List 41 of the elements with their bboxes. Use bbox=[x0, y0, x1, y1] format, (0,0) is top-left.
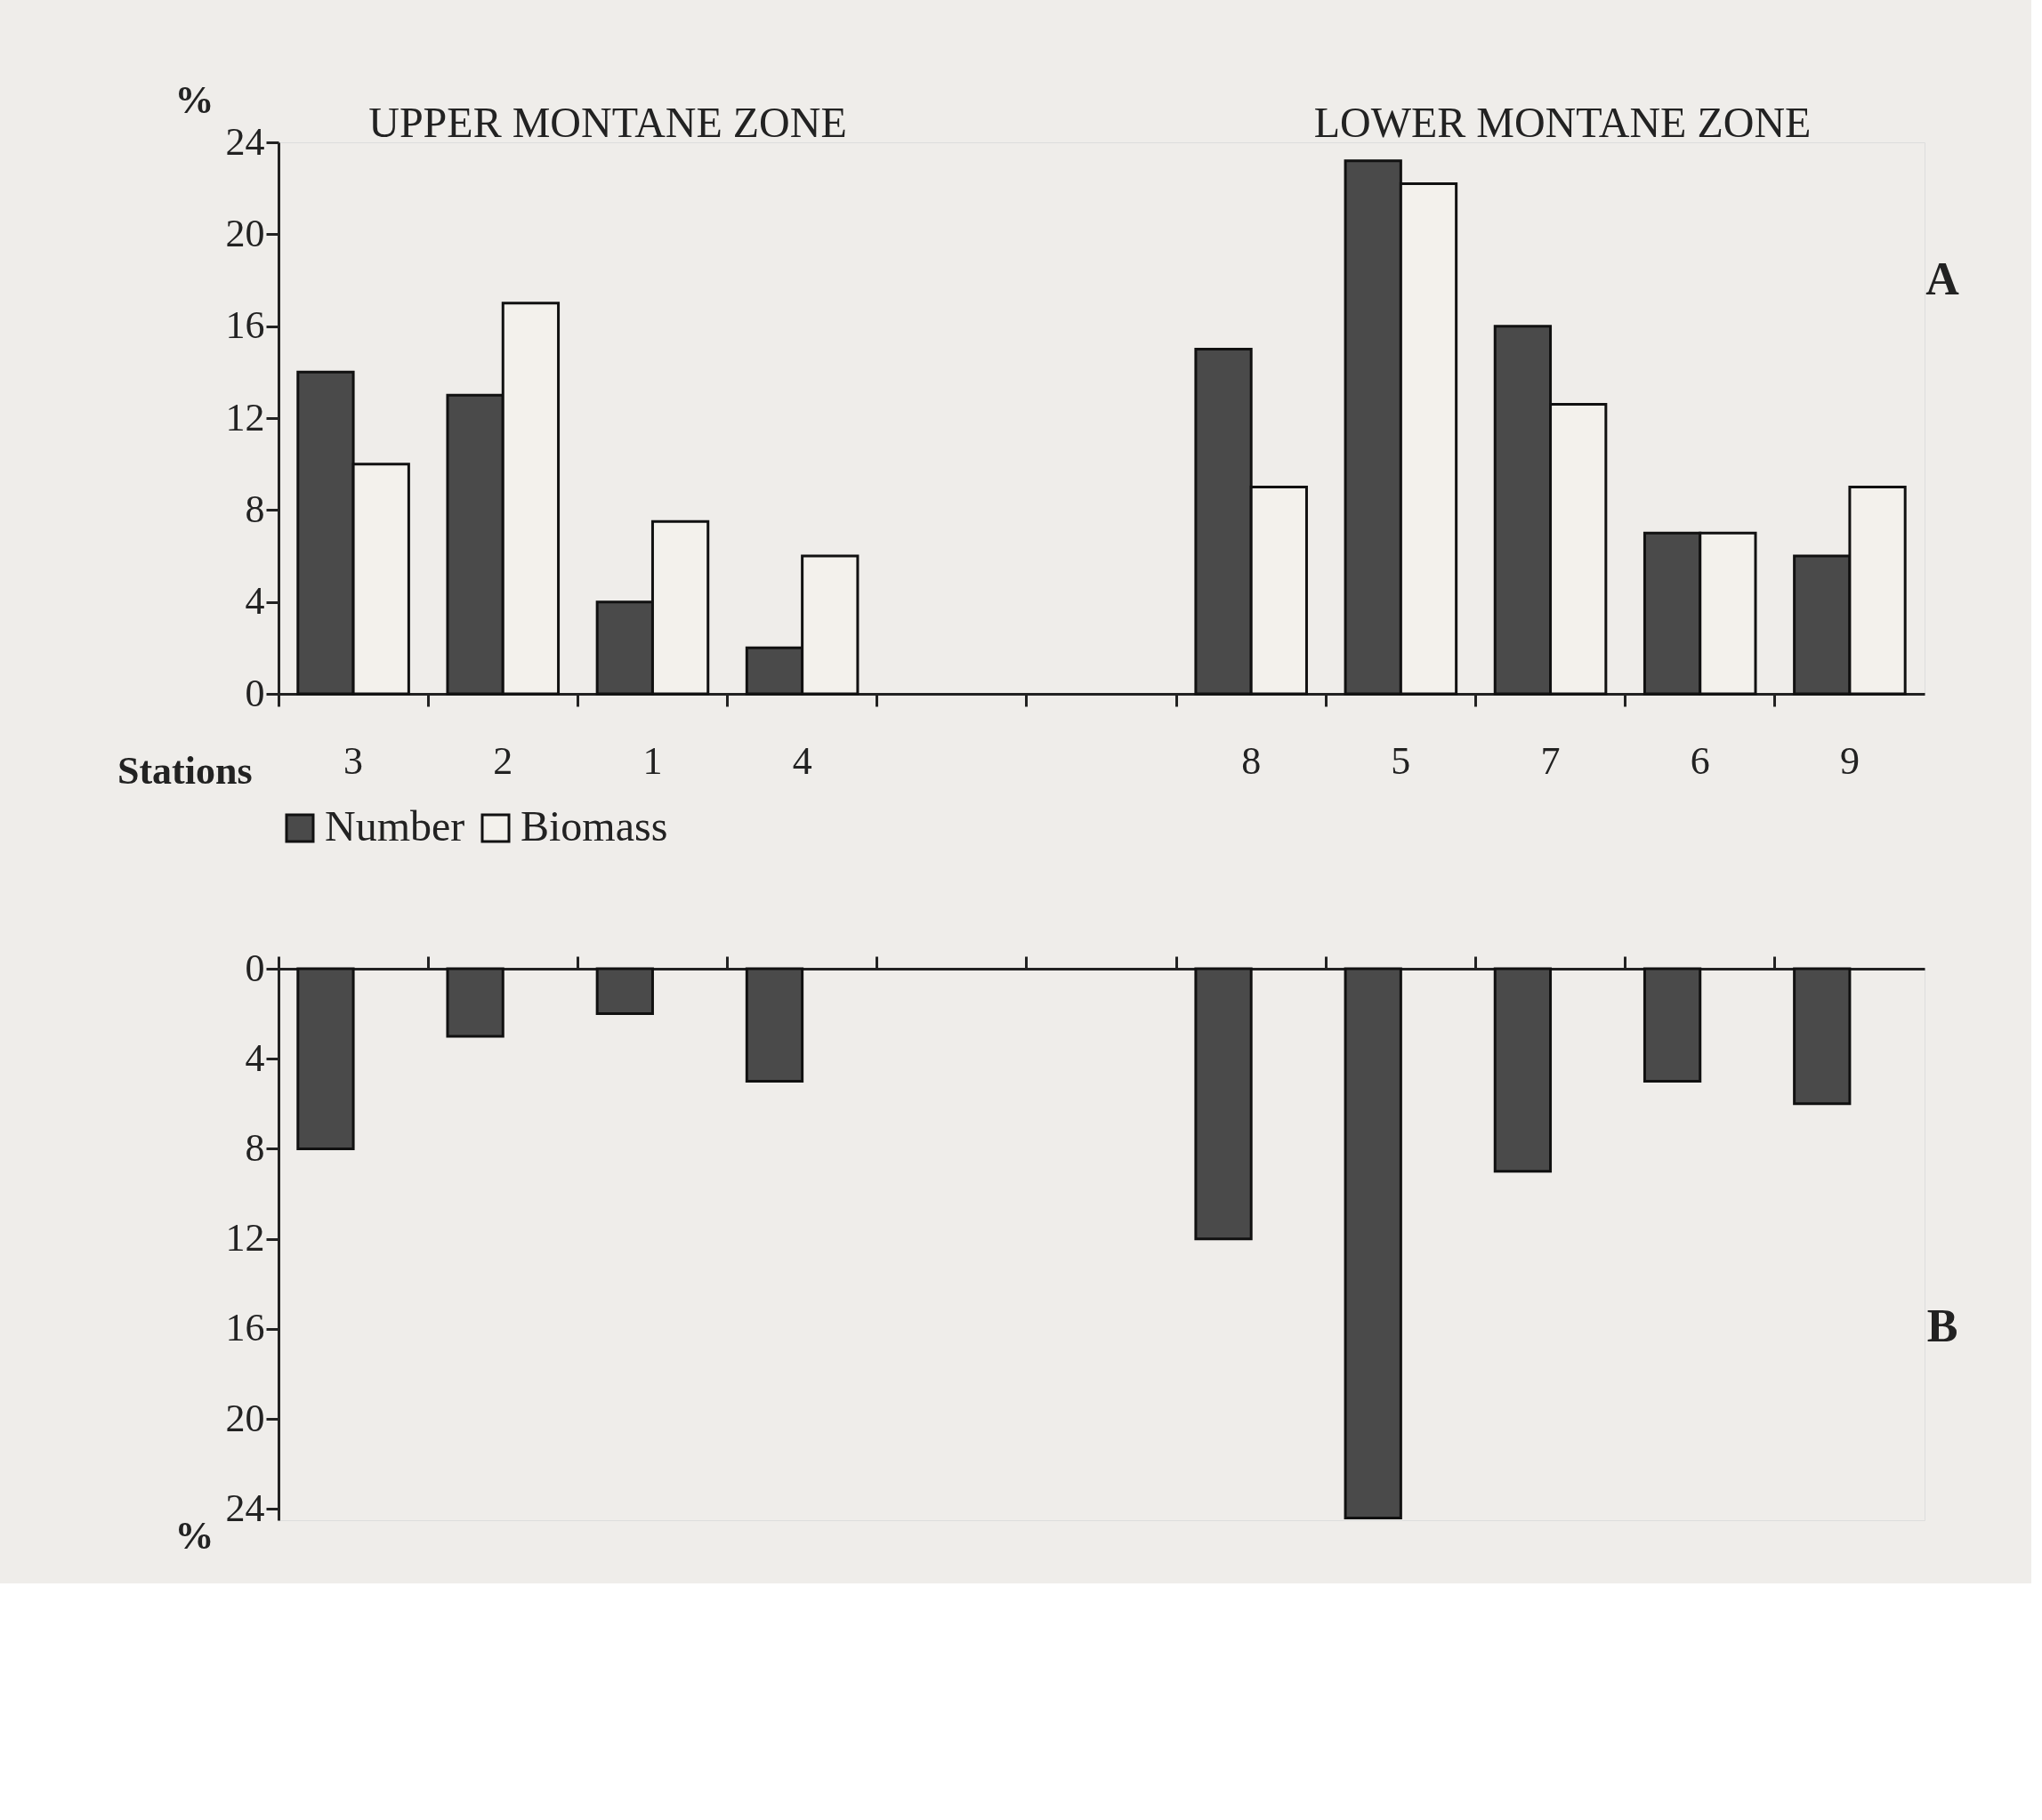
bar bbox=[1493, 967, 1553, 1173]
bar bbox=[745, 967, 804, 1083]
y-tick-label: 20 bbox=[225, 211, 265, 255]
x-tick-label: 5 bbox=[1391, 738, 1411, 783]
annotation: LOWER MONTANE ZONE bbox=[1313, 99, 1812, 146]
y-tick-label: 24 bbox=[225, 119, 265, 164]
y-tick-label: 8 bbox=[245, 1125, 265, 1170]
bar bbox=[1642, 967, 1702, 1083]
y-tick-label: 4 bbox=[245, 579, 265, 624]
x-tick-label: 9 bbox=[1839, 738, 1860, 783]
legend-label: Biomass bbox=[521, 802, 668, 850]
bar bbox=[1344, 967, 1402, 1519]
y-tick-label: 8 bbox=[245, 487, 265, 531]
y-tick-label: 0 bbox=[245, 946, 265, 990]
x-tick-label: 8 bbox=[1241, 738, 1262, 783]
legend-label: Number bbox=[325, 802, 465, 850]
y-tick-label: 24 bbox=[225, 1486, 265, 1530]
bar bbox=[1194, 967, 1253, 1241]
x-tick-label: 2 bbox=[493, 738, 513, 783]
x-tick-label: 7 bbox=[1540, 738, 1561, 783]
y-tick-label: 12 bbox=[225, 395, 265, 439]
bar bbox=[595, 967, 654, 1016]
x-tick-label: 6 bbox=[1690, 738, 1710, 783]
y-tick-label: 4 bbox=[245, 1035, 265, 1080]
y-tick-label: 20 bbox=[225, 1396, 265, 1440]
y-axis-title: % bbox=[174, 1513, 214, 1558]
y-tick-label: 16 bbox=[225, 1306, 265, 1350]
bar bbox=[446, 967, 504, 1038]
y-tick-label: 12 bbox=[225, 1216, 265, 1260]
bar bbox=[1793, 967, 1852, 1106]
y-axis-title: % bbox=[174, 77, 214, 122]
text: B bbox=[1926, 1301, 1958, 1351]
bar bbox=[296, 967, 355, 1150]
x-axis-title: Stations bbox=[117, 748, 253, 793]
annotation: UPPER MONTANE ZONE bbox=[368, 99, 847, 146]
x-tick-label: 3 bbox=[343, 738, 364, 783]
x-tick-label: 4 bbox=[792, 738, 812, 783]
y-tick-label: 16 bbox=[225, 303, 265, 348]
y-tick-label: 0 bbox=[245, 671, 265, 715]
text: A bbox=[1925, 254, 1960, 304]
x-tick-label: 1 bbox=[642, 738, 663, 783]
